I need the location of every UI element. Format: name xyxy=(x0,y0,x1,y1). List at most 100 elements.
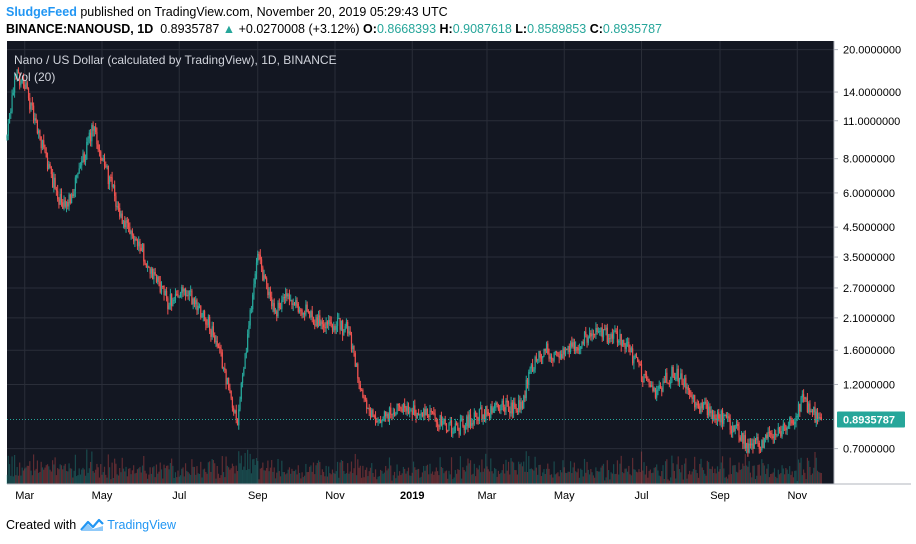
volume-bar xyxy=(228,467,230,484)
candle-body xyxy=(155,274,158,282)
volume-bar xyxy=(523,461,525,484)
volume-bar xyxy=(604,480,606,484)
time-tick-label: Sep xyxy=(248,490,268,502)
volume-bar xyxy=(316,462,318,484)
candle-body xyxy=(11,94,13,112)
candle-body xyxy=(149,267,151,274)
candle-body xyxy=(724,414,726,416)
volume-bar xyxy=(435,467,437,484)
volume-bar xyxy=(406,471,408,484)
candle-body xyxy=(373,415,375,417)
candle-body xyxy=(630,348,632,352)
candle-body xyxy=(267,283,269,296)
volume-bar xyxy=(561,472,563,484)
candle-body xyxy=(173,299,175,301)
candle-body xyxy=(419,414,421,416)
volume-bar xyxy=(329,473,331,484)
candle-body xyxy=(163,286,165,296)
candle-body xyxy=(423,409,425,417)
volume-bar xyxy=(225,456,227,484)
volume-bar xyxy=(67,471,69,484)
candle-body xyxy=(816,411,819,419)
volume-bar xyxy=(613,464,615,484)
volume-bar xyxy=(215,478,217,484)
candle-body xyxy=(689,390,691,395)
candle-body xyxy=(706,403,708,416)
candle-body xyxy=(369,410,372,418)
price-tick-label: 3.5000000 xyxy=(843,252,895,264)
candle-body xyxy=(553,352,555,361)
candle-body xyxy=(787,425,790,429)
volume-bar xyxy=(763,465,765,484)
candle-body xyxy=(714,414,716,419)
volume-bar xyxy=(173,477,175,484)
candle-body xyxy=(756,437,758,440)
volume-bar xyxy=(600,467,602,484)
volume-bar xyxy=(739,469,741,484)
volume-bar xyxy=(438,475,440,484)
price-tick-label: 0.7000000 xyxy=(843,444,895,456)
volume-bar xyxy=(63,465,65,484)
candle-body xyxy=(590,333,592,337)
candle-body xyxy=(643,373,645,383)
volume-bar xyxy=(97,467,99,484)
volume-bar xyxy=(169,463,171,484)
publisher-name[interactable]: SludgeFeed xyxy=(6,5,77,19)
candle-body xyxy=(681,373,683,384)
candle-body xyxy=(640,364,643,382)
plot-area[interactable] xyxy=(7,41,834,484)
candle-body xyxy=(212,326,215,336)
candle-body xyxy=(777,427,779,435)
volume-bar xyxy=(321,469,323,484)
candle-body xyxy=(453,430,455,433)
candle-body xyxy=(259,254,261,260)
tradingview-brand[interactable]: TradingView xyxy=(107,518,176,532)
candle-body xyxy=(107,165,109,185)
volume-bar xyxy=(59,464,61,484)
volume-bar xyxy=(772,472,774,484)
tradingview-logo-icon[interactable] xyxy=(80,518,104,532)
volume-bar xyxy=(220,475,222,484)
candle-body xyxy=(106,165,108,167)
candle-body xyxy=(629,347,631,352)
candle-body xyxy=(549,356,551,359)
volume-bar xyxy=(509,474,511,484)
candle-body xyxy=(399,405,401,408)
candle-body xyxy=(141,244,144,252)
volume-bar xyxy=(714,468,716,484)
volume-bar xyxy=(340,459,342,484)
volume-bar xyxy=(114,458,116,484)
volume-bar xyxy=(174,472,177,484)
volume-bar xyxy=(157,473,159,484)
candle-body xyxy=(49,164,51,168)
candle-body xyxy=(102,157,104,161)
volume-bar xyxy=(491,471,493,484)
volume-bar xyxy=(808,460,810,484)
time-axis-ticks[interactable]: Mar May Jul Sep Nov 2019 Mar May Jul Sep Nov xyxy=(15,490,807,502)
volume-bar xyxy=(349,471,351,484)
volume-bar xyxy=(95,469,97,484)
volume-bar xyxy=(411,472,413,484)
volume-bar xyxy=(344,473,346,484)
price-axis[interactable] xyxy=(834,41,911,484)
volume-bar xyxy=(657,470,659,484)
candle-body xyxy=(26,82,28,89)
candle-body xyxy=(288,294,291,301)
candle-body xyxy=(801,394,803,398)
candle-body xyxy=(580,346,582,350)
candle-body xyxy=(599,330,601,332)
candle-body xyxy=(564,348,567,355)
candle-body xyxy=(220,348,222,353)
candle-body xyxy=(806,398,809,412)
volume-bar xyxy=(439,457,441,484)
volume-bar xyxy=(512,462,515,484)
volume-bar xyxy=(591,472,593,484)
candle-body xyxy=(495,402,497,405)
candle-body xyxy=(647,379,649,381)
volume-bar xyxy=(704,473,706,484)
candle-body xyxy=(58,199,60,205)
volume-bar xyxy=(448,470,450,484)
volume-bar xyxy=(718,471,720,484)
candle-body xyxy=(8,113,11,124)
